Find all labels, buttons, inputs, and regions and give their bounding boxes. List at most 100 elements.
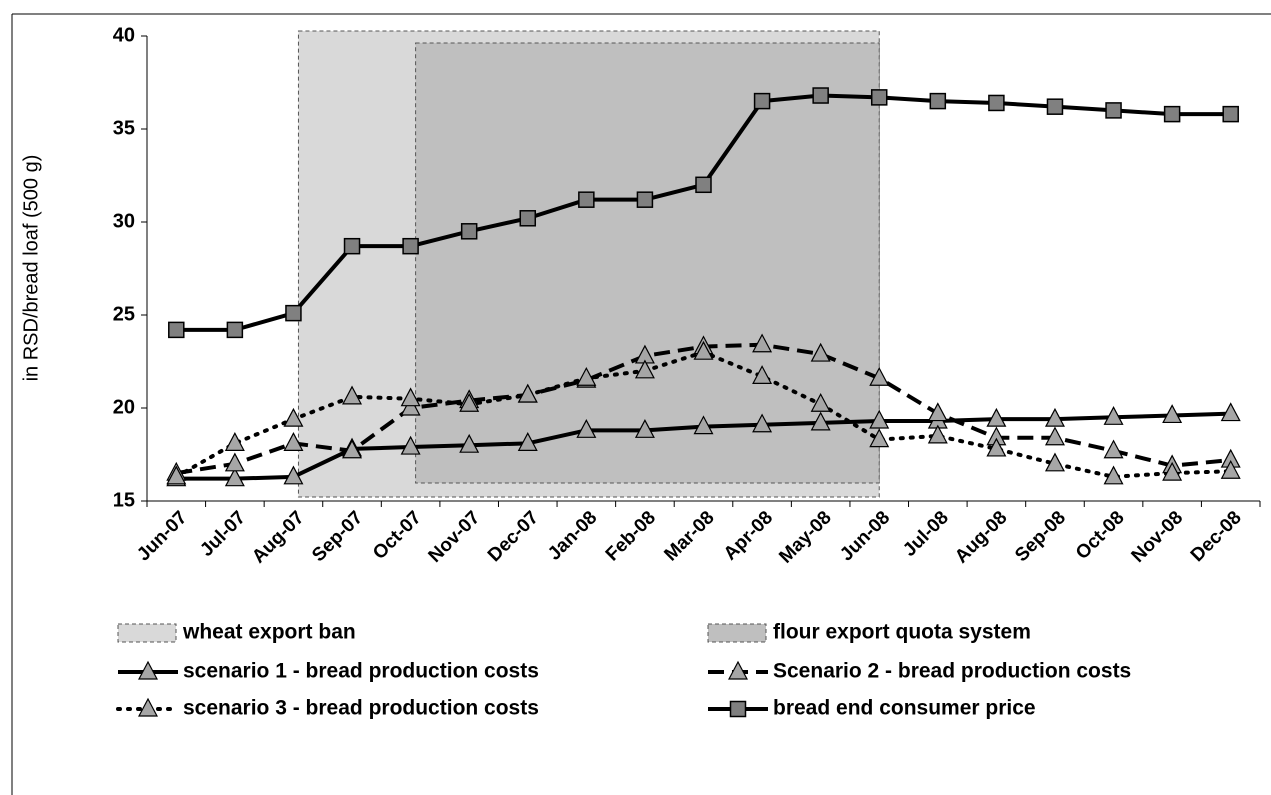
y-axis-label: in RSD/bread loaf (500 g) [20,155,42,382]
y-tick-label: 25 [113,303,135,325]
legend-label: scenario 1 - bread production costs [183,660,539,683]
legend-marker [138,660,158,680]
data-point [1220,402,1241,422]
x-tick-label: Aug-08 [951,507,1011,567]
data-point [1162,404,1183,424]
data-point [1044,452,1065,472]
legend-label: wheat export ban [182,621,356,644]
data-point [986,407,1007,427]
data-point [1222,105,1239,123]
data-point [986,437,1007,457]
x-tick-label: Jul-07 [196,507,250,561]
x-tick-label: May-08 [775,507,835,567]
data-point [810,411,831,431]
data-point [402,237,419,255]
data-point [869,428,890,448]
data-point [812,87,829,104]
data-point [927,402,948,422]
data-point [752,333,773,353]
x-tick-label: Feb-08 [602,507,660,565]
legend-marker [729,700,747,718]
data-point [1044,407,1065,427]
data-point [283,465,304,485]
data-point [342,439,363,459]
x-tick-label: Jul-08 [899,507,953,561]
data-point [400,396,421,416]
data-point [869,366,890,386]
data-point [224,467,245,487]
data-point [810,342,831,362]
data-point [576,366,597,386]
y-tick-label: 40 [113,24,135,46]
data-point [459,392,480,412]
legend-label: flour export quota system [773,621,1031,644]
data-point [634,359,655,379]
x-tick-label: Jun-08 [836,507,894,565]
legend-swatch [707,623,767,643]
x-tick-label: Oct-07 [369,507,426,564]
data-point [400,387,421,407]
data-point [517,383,538,403]
data-point [342,385,363,405]
data-point [283,407,304,427]
data-point [753,92,771,110]
data-point [168,321,185,339]
data-point [1220,459,1241,479]
data-point [224,452,245,472]
x-tick-label: Jun-07 [133,507,191,565]
data-point [226,321,244,339]
data-point [519,210,537,227]
legend-label: Scenario 2 - bread production costs [773,660,1131,683]
x-tick-label: Nov-07 [425,507,485,567]
y-tick-label: 35 [113,117,135,139]
y-tick-label: 20 [113,396,135,418]
x-tick-label: Aug-07 [248,507,308,567]
x-tick-label: Dec-07 [484,507,543,566]
data-point [285,304,302,322]
x-tick-label: Oct-08 [1072,507,1129,564]
data-point [576,419,597,438]
x-tick-label: Dec-08 [1187,507,1246,566]
data-point [343,237,361,255]
x-tick-label: Jan-08 [544,507,601,564]
legend-swatch [117,623,177,643]
x-tick-label: Sep-07 [308,507,367,566]
data-point [752,413,773,433]
x-tick-label: Sep-08 [1011,507,1070,566]
legend-marker [728,660,748,680]
data-point [1103,406,1124,425]
data-point [695,176,712,194]
data-point [400,435,421,455]
legend-label: bread end consumer price [773,697,1036,720]
x-tick-label: Nov-08 [1128,507,1188,567]
data-point [459,433,480,453]
data-point [929,92,947,110]
data-point [460,223,478,240]
y-tick-label: 15 [113,489,135,511]
data-point [1105,102,1122,119]
data-point [870,89,888,106]
data-point [810,392,831,412]
data-point [988,94,1005,112]
data-point [283,432,304,451]
data-point [1103,465,1124,485]
data-point [1162,461,1183,481]
x-tick-label: Apr-08 [720,507,777,564]
data-point [1044,426,1065,446]
data-point [1103,439,1124,459]
data-point [693,340,714,360]
x-tick-label: Mar-08 [660,507,718,565]
data-point [1046,98,1064,115]
data-point [578,191,595,208]
data-point [752,365,773,384]
data-point [634,419,655,438]
data-point [166,465,187,485]
data-point [517,432,538,451]
y-tick-label: 30 [113,210,135,232]
legend-marker [138,697,158,717]
data-point [1163,105,1181,123]
data-point [869,409,890,429]
data-point [224,432,245,451]
span-region [415,42,880,484]
